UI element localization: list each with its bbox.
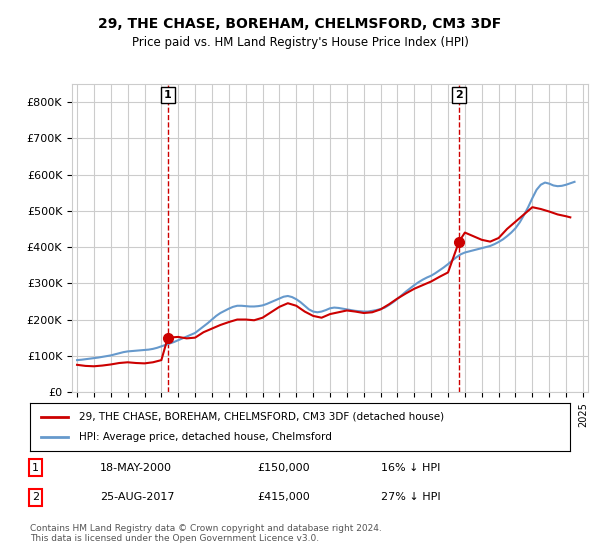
Text: 18-MAY-2000: 18-MAY-2000 [100,463,172,473]
Text: 27% ↓ HPI: 27% ↓ HPI [381,492,440,502]
Text: HPI: Average price, detached house, Chelmsford: HPI: Average price, detached house, Chel… [79,432,331,442]
Text: 29, THE CHASE, BOREHAM, CHELMSFORD, CM3 3DF: 29, THE CHASE, BOREHAM, CHELMSFORD, CM3 … [98,17,502,31]
Text: 2: 2 [455,90,463,100]
Text: £415,000: £415,000 [257,492,310,502]
Text: £150,000: £150,000 [257,463,310,473]
Text: Price paid vs. HM Land Registry's House Price Index (HPI): Price paid vs. HM Land Registry's House … [131,36,469,49]
Text: 1: 1 [32,463,39,473]
Text: 2: 2 [32,492,39,502]
Text: 1: 1 [164,90,172,100]
Text: 29, THE CHASE, BOREHAM, CHELMSFORD, CM3 3DF (detached house): 29, THE CHASE, BOREHAM, CHELMSFORD, CM3 … [79,412,444,422]
Text: Contains HM Land Registry data © Crown copyright and database right 2024.
This d: Contains HM Land Registry data © Crown c… [30,524,382,543]
Text: 16% ↓ HPI: 16% ↓ HPI [381,463,440,473]
Text: 25-AUG-2017: 25-AUG-2017 [100,492,175,502]
